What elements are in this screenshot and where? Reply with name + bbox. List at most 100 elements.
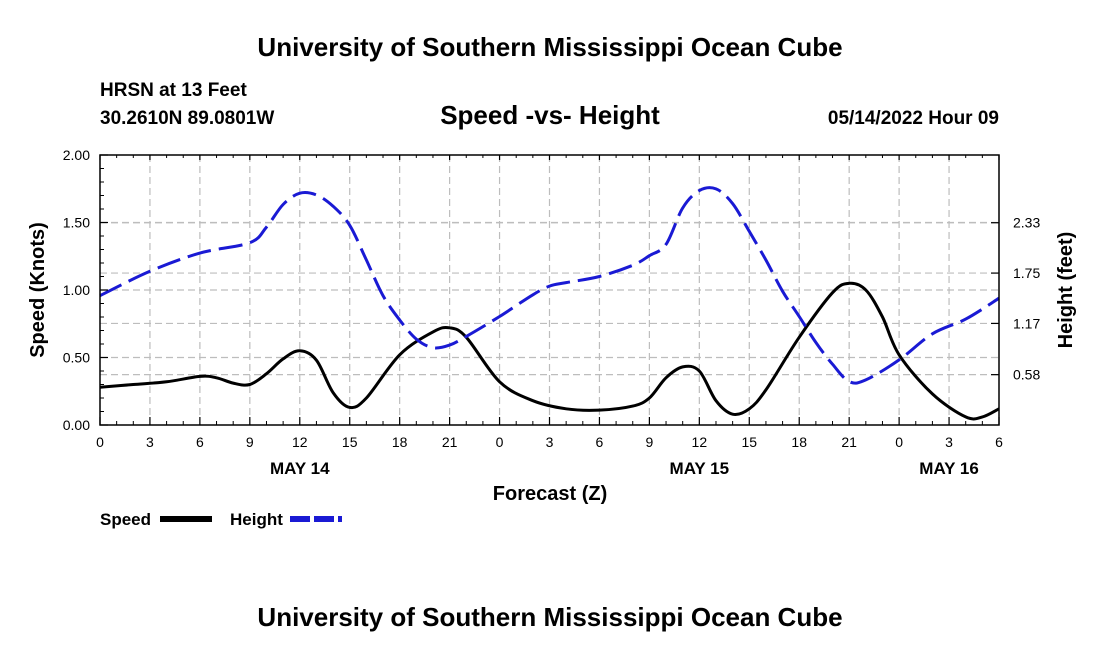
series-layer [99,186,1000,421]
speed-data-point [432,331,434,333]
speed-data-point [299,350,301,352]
speed-data-point [249,384,251,386]
x-tick-label: 3 [945,434,953,450]
speed-data-point [798,337,800,339]
x-tick-label: 6 [196,434,204,450]
speed-series-line [99,281,1000,421]
y-axis-left-label: Speed (Knots) [27,222,49,358]
height-data-point [682,207,684,209]
height-data-point [848,381,850,383]
speed-data-point [865,289,867,291]
y-axis-left: 0.00 0.50 1.00 1.50 2.00 [63,147,108,433]
speed-data-point [366,397,368,399]
height-data-point [432,347,434,349]
x-tick-label: 0 [496,434,504,450]
speed-data-point [349,407,351,409]
legend: Speed Height [100,510,342,529]
footer-title: University of Southern Mississippi Ocean… [257,602,842,632]
speed-data-point [499,381,501,383]
x-tick-label: 9 [246,434,254,450]
y-left-tick-label: 1.00 [63,282,90,298]
height-data-point [499,316,501,318]
height-data-point [832,363,834,365]
speed-data-point [282,358,284,360]
y-axis-right: 0.58 1.17 1.75 2.33 [991,215,1040,383]
speed-data-point [399,354,401,356]
speed-data-point [832,292,834,294]
y-left-tick-label: 0.50 [63,350,90,366]
height-data-point [865,379,867,381]
speed-data-point [848,283,850,285]
speed-data-point [266,373,268,375]
x-tick-label: 12 [292,434,308,450]
height-data-point [266,226,268,228]
height-data-point [316,194,318,196]
speed-data-point [882,316,884,318]
x-tick-label: 3 [546,434,554,450]
speed-data-point [232,382,234,384]
height-data-point [898,359,900,361]
height-data-point [815,342,817,344]
height-data-point [282,204,284,206]
x-tick-label: 9 [645,434,653,450]
speed-data-point [982,416,984,418]
height-series-line [99,186,1000,385]
x-axis-label: Forecast (Z) [493,483,607,505]
speed-data-point [532,400,534,402]
height-data-point [599,276,601,278]
grid [100,155,999,425]
chart-subtitle: Speed -vs- Height [440,100,660,130]
x-tick-label: 15 [741,434,757,450]
speed-data-point [632,405,634,407]
speed-data-point [649,397,651,399]
height-data-point [565,282,567,284]
datetime-label: 05/14/2022 Hour 09 [828,108,999,129]
height-data-point [715,188,717,190]
speed-data-point [732,413,734,415]
speed-data-point [932,393,934,395]
height-data-point [466,336,468,338]
height-data-point [416,338,418,340]
x-tick-label: 15 [342,434,358,450]
speed-data-point [898,354,900,356]
speed-data-point [199,376,201,378]
height-data-point [449,344,451,346]
legend-speed-label: Speed [100,510,151,529]
x-tick-label: 12 [692,434,708,450]
speed-data-point [682,366,684,368]
speed-data-point [965,416,967,418]
speed-data-point [765,389,767,391]
y-left-tick-label: 2.00 [63,147,90,163]
height-data-point [299,192,301,194]
y-left-tick-label: 1.50 [63,215,90,231]
day-labels: MAY 14 MAY 15 MAY 16 [270,459,979,478]
x-tick-label: 21 [841,434,857,450]
height-data-point [798,316,800,318]
speed-data-point [699,370,701,372]
speed-data-point [565,408,567,410]
y-right-tick-label: 0.58 [1013,367,1040,383]
height-data-point [665,244,667,246]
speed-data-point [216,377,218,379]
location-label: 30.2610N 89.0801W [100,108,274,129]
speed-data-point [166,381,168,383]
y-axis-right-label: Height (feet) [1055,232,1077,349]
chart-title: University of Southern Mississippi Ocean… [257,32,842,62]
height-data-point [399,319,401,321]
speed-data-point [316,359,318,361]
station-label: HRSN at 13 Feet [100,80,247,101]
legend-height-label: Height [230,510,283,529]
height-data-point [732,203,734,205]
speed-data-point [715,400,717,402]
height-data-point [749,231,751,233]
x-tick-label: 6 [995,434,1003,450]
height-data-point [249,242,251,244]
x-tick-label: 3 [146,434,154,450]
height-data-point [782,291,784,293]
x-tick-label: 0 [96,434,104,450]
height-data-point [649,255,651,257]
x-axis: 0 3 6 9 12 15 18 21 0 3 6 9 12 15 18 21 0 3 6 [96,155,1003,450]
x-tick-label: 21 [442,434,458,450]
day-label: MAY 14 [270,459,330,478]
